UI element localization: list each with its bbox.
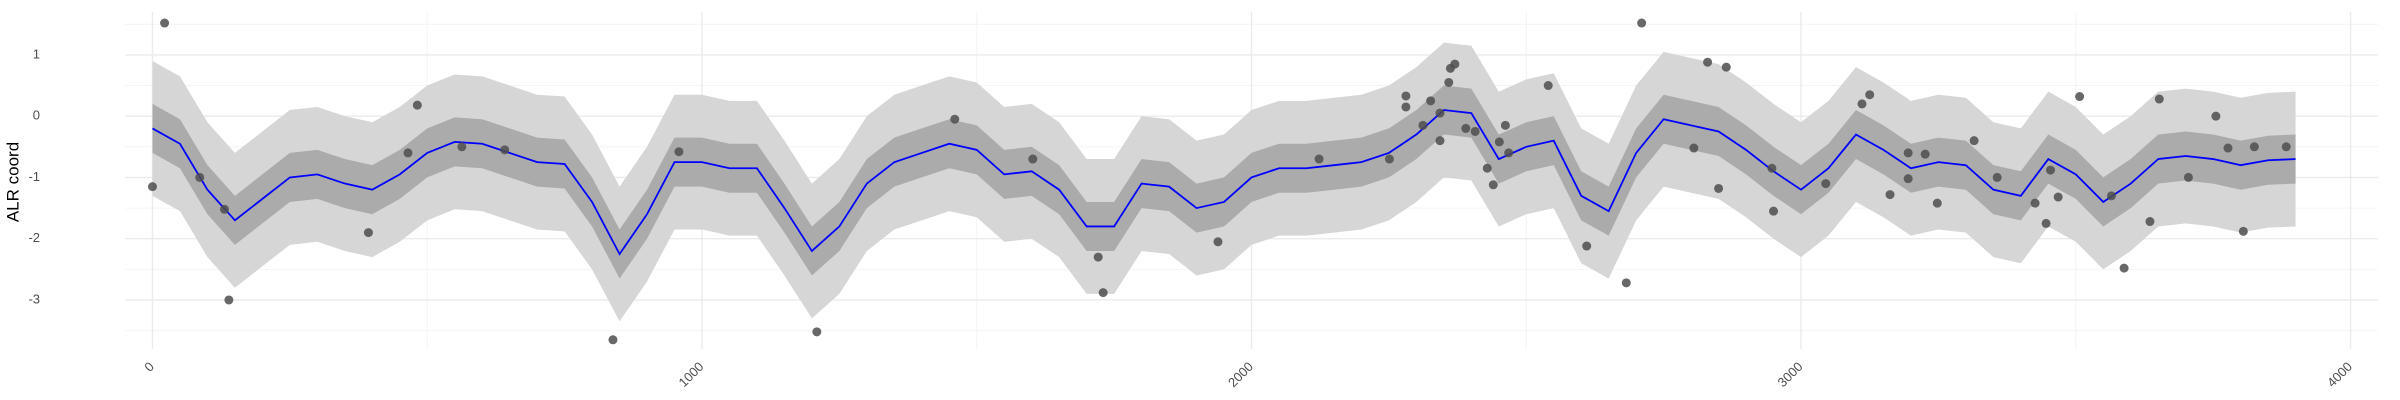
data-point <box>1384 154 1394 164</box>
data-point <box>160 18 170 28</box>
data-point <box>1093 252 1103 262</box>
data-point <box>1461 123 1471 133</box>
interval-band <box>152 85 2296 279</box>
mean-line <box>152 109 2296 256</box>
data-point <box>195 172 205 182</box>
data-point <box>1482 163 1492 173</box>
data-point <box>2223 143 2233 153</box>
data-point <box>2119 263 2129 273</box>
data-point <box>1865 90 1875 100</box>
data-point <box>2281 142 2291 152</box>
data-point <box>2041 218 2051 228</box>
data-point <box>608 335 618 345</box>
data-point <box>812 327 822 337</box>
data-point <box>147 182 157 192</box>
data-point <box>1500 120 1510 130</box>
data-point <box>1932 198 1942 208</box>
data-point <box>950 114 960 124</box>
data-point <box>1504 148 1514 158</box>
data-point <box>2238 226 2248 236</box>
data-point <box>457 142 467 152</box>
data-point <box>1028 154 1038 164</box>
data-point <box>2249 142 2259 152</box>
data-point <box>224 295 234 305</box>
data-point <box>1213 237 1223 247</box>
data-point <box>1903 174 1913 184</box>
data-point <box>1488 180 1498 190</box>
data-point <box>1543 81 1553 91</box>
data-point <box>363 228 373 238</box>
y-axis-title: ALR coord <box>3 142 22 222</box>
data-point <box>2030 198 2040 208</box>
data-point <box>1920 149 1930 159</box>
data-point <box>1401 91 1411 101</box>
x-tick-label: 2000 <box>1225 359 1256 390</box>
x-tick-label: 0 <box>141 359 157 375</box>
data-point <box>1637 18 1647 28</box>
data-point <box>2045 165 2055 175</box>
data-point <box>2145 217 2155 227</box>
x-tick-label: 4000 <box>2324 359 2355 390</box>
data-point <box>1857 99 1867 109</box>
data-point <box>1444 77 1454 87</box>
data-point <box>1885 190 1895 200</box>
data-point <box>1435 108 1445 118</box>
data-point <box>412 100 422 110</box>
data-point <box>2053 192 2063 202</box>
y-tick-label: -3 <box>28 291 40 306</box>
data-point <box>674 147 684 157</box>
data-point <box>1821 179 1831 189</box>
y-tick-label: 0 <box>33 108 40 123</box>
data-point <box>1969 136 1979 146</box>
data-point <box>1582 241 1592 251</box>
x-tick-label: 3000 <box>1775 359 1806 390</box>
y-tick-label: -2 <box>28 230 40 245</box>
data-point <box>1098 288 1108 298</box>
data-point <box>1450 59 1460 69</box>
data-point <box>219 204 229 214</box>
data-point <box>1435 136 1445 146</box>
data-point <box>1721 62 1731 72</box>
data-point <box>1689 143 1699 153</box>
x-tick-label: 1000 <box>675 359 706 390</box>
data-point <box>2211 111 2221 121</box>
y-tick-label: -1 <box>28 169 40 184</box>
data-point <box>1992 172 2002 182</box>
data-point <box>1903 148 1913 158</box>
data-point <box>1767 163 1777 173</box>
data-point <box>1714 183 1724 193</box>
data-point <box>2106 191 2116 201</box>
data-point <box>2183 172 2193 182</box>
data-point <box>2075 92 2085 102</box>
data-point <box>1401 102 1411 112</box>
data-point <box>1418 120 1428 130</box>
data-point <box>403 148 413 158</box>
data-point <box>1703 57 1713 67</box>
data-point <box>1314 154 1324 164</box>
data-point <box>1426 96 1436 106</box>
y-tick-label: 1 <box>33 46 40 61</box>
data-point <box>2154 94 2164 104</box>
data-point <box>1470 126 1480 136</box>
data-point <box>1621 278 1631 288</box>
data-point <box>1769 206 1779 216</box>
data-point <box>500 145 510 155</box>
data-point <box>1494 137 1504 147</box>
